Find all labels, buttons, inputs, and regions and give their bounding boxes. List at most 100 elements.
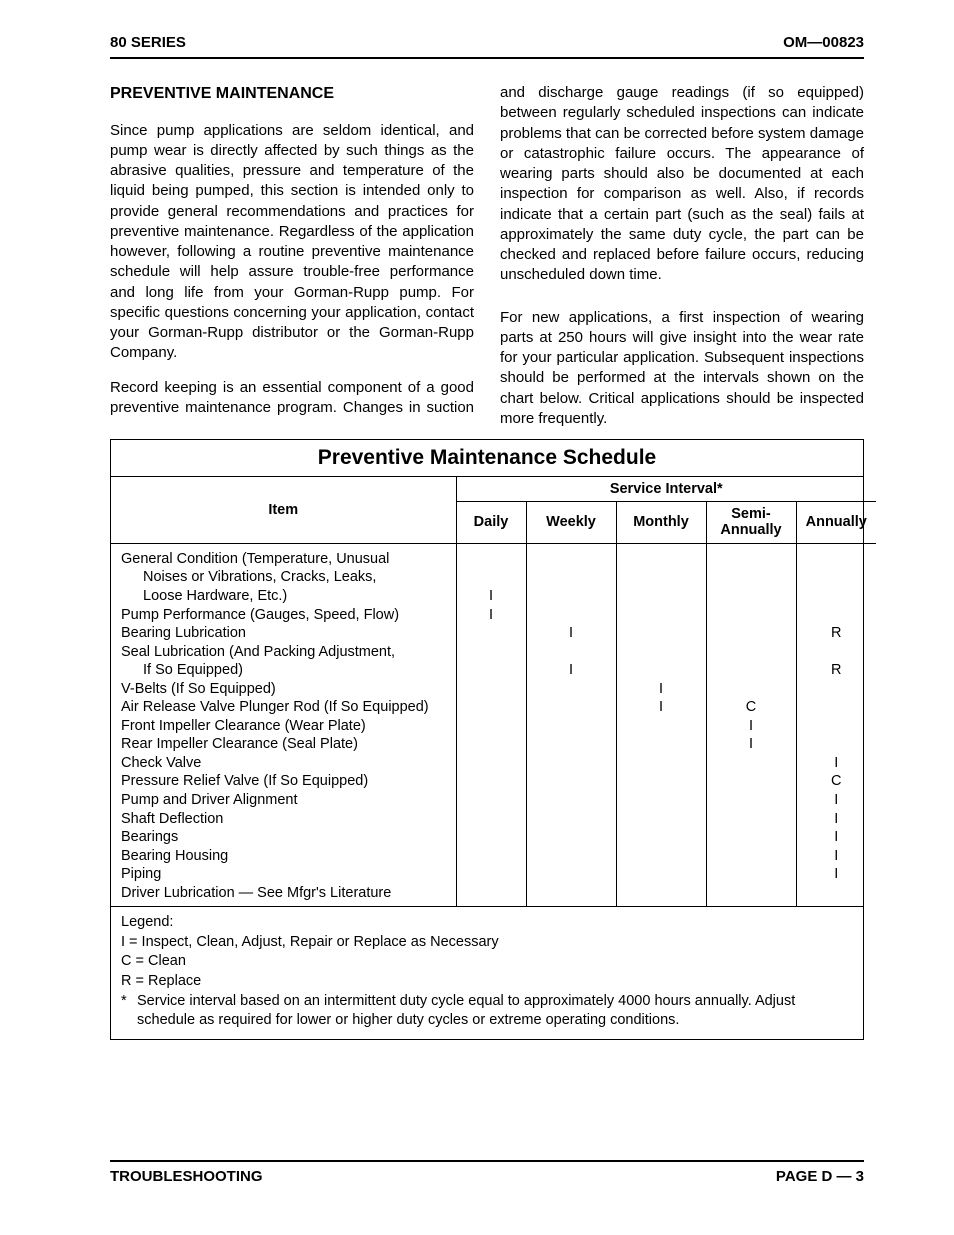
table-mark [799,680,875,699]
table-mark: I [459,606,524,625]
schedule-body: General Condition (Temperature, UnusualN… [111,543,876,906]
table-mark [709,643,794,662]
footer-left: TROUBLESHOOTING [110,1168,263,1185]
table-mark [619,717,704,736]
marks-daily: II [456,543,526,906]
table-mark [709,568,794,587]
table-mark: I [799,828,875,847]
table-mark [459,884,524,903]
legend: Legend: I = Inspect, Clean, Adjust, Repa… [111,906,863,1038]
col-weekly: Weekly [526,501,616,543]
table-mark [709,624,794,643]
table-mark [709,754,794,773]
table-mark: I [799,847,875,866]
table-item-line: Pressure Relief Valve (If So Equipped) [121,772,450,791]
table-item-line: Bearing Lubrication [121,624,450,643]
schedule-title: Preventive Maintenance Schedule [111,440,863,477]
table-mark [799,735,875,754]
table-mark [529,698,614,717]
table-mark [619,643,704,662]
col-item: Item [111,477,456,544]
table-mark [709,661,794,680]
table-mark [459,661,524,680]
table-mark: C [709,698,794,717]
table-item-line: Air Release Valve Plunger Rod (If So Equ… [121,698,450,717]
para-1: Since pump applications are seldom ident… [110,121,474,364]
table-mark [619,661,704,680]
table-mark [459,791,524,810]
table-mark [459,772,524,791]
table-mark [709,810,794,829]
table-mark [619,791,704,810]
table-mark [619,884,704,903]
schedule-head: Item Service Interval* Daily Weekly Mont… [111,477,876,544]
table-item-line: Front Impeller Clearance (Wear Plate) [121,717,450,736]
header-right: OM—00823 [783,34,864,51]
table-mark [619,754,704,773]
table-mark [529,550,614,569]
table-mark: C [799,772,875,791]
table-mark [529,828,614,847]
table-item-line: Rear Impeller Clearance (Seal Plate) [121,735,450,754]
col-semiannually: Semi-Annually [706,501,796,543]
table-mark [459,828,524,847]
table-item-line: Bearings [121,828,450,847]
body-columns: PREVENTIVE MAINTENANCE Since pump applic… [110,83,864,431]
legend-line: R = Replace [121,972,853,992]
table-item-line: Bearing Housing [121,847,450,866]
table-mark [459,735,524,754]
table-mark [459,810,524,829]
footer-right: PAGE D — 3 [776,1168,864,1185]
table-mark [619,828,704,847]
table-item-line: If So Equipped) [121,661,450,680]
table-mark [459,624,524,643]
col-daily: Daily [456,501,526,543]
header-bar: 80 SERIES OM—00823 [110,34,864,57]
table-mark [799,698,875,717]
table-mark: I [799,791,875,810]
table-mark [709,884,794,903]
table-item-line: Loose Hardware, Etc.) [121,587,450,606]
table-item-line: Seal Lubrication (And Packing Adjustment… [121,643,450,662]
table-item-line: Pump Performance (Gauges, Speed, Flow) [121,606,450,625]
table-mark [709,865,794,884]
col-monthly: Monthly [616,501,706,543]
table-mark [709,587,794,606]
table-mark [459,680,524,699]
table-item-line: Noises or Vibrations, Cracks, Leaks, [121,568,450,587]
table-mark: I [799,810,875,829]
table-mark: I [709,717,794,736]
legend-line: C = Clean [121,952,853,972]
table-mark [459,865,524,884]
para-3: For new applications, a first inspection… [500,308,864,430]
legend-title: Legend: [121,913,853,933]
schedule-table-wrap: Preventive Maintenance Schedule Item Ser… [110,439,864,1040]
table-mark [529,847,614,866]
table-mark: I [619,698,704,717]
table-mark [619,624,704,643]
marks-semiannually: CII [706,543,796,906]
table-mark [529,680,614,699]
table-mark [709,606,794,625]
header-left: 80 SERIES [110,34,186,51]
table-mark [619,847,704,866]
table-mark: I [799,754,875,773]
table-mark [709,772,794,791]
table-mark [529,587,614,606]
table-mark: I [619,680,704,699]
table-mark: I [709,735,794,754]
table-mark [459,847,524,866]
table-mark [529,643,614,662]
table-mark: R [799,661,875,680]
table-mark: I [529,624,614,643]
table-item-line: Check Valve [121,754,450,773]
header-rule [110,57,864,59]
footer: TROUBLESHOOTING PAGE D — 3 [110,1160,864,1185]
table-mark [529,791,614,810]
table-mark [619,568,704,587]
table-mark [709,680,794,699]
col-annually: Annually [796,501,876,543]
table-mark [709,828,794,847]
table-mark [799,884,875,903]
table-item-line: Shaft Deflection [121,810,450,829]
